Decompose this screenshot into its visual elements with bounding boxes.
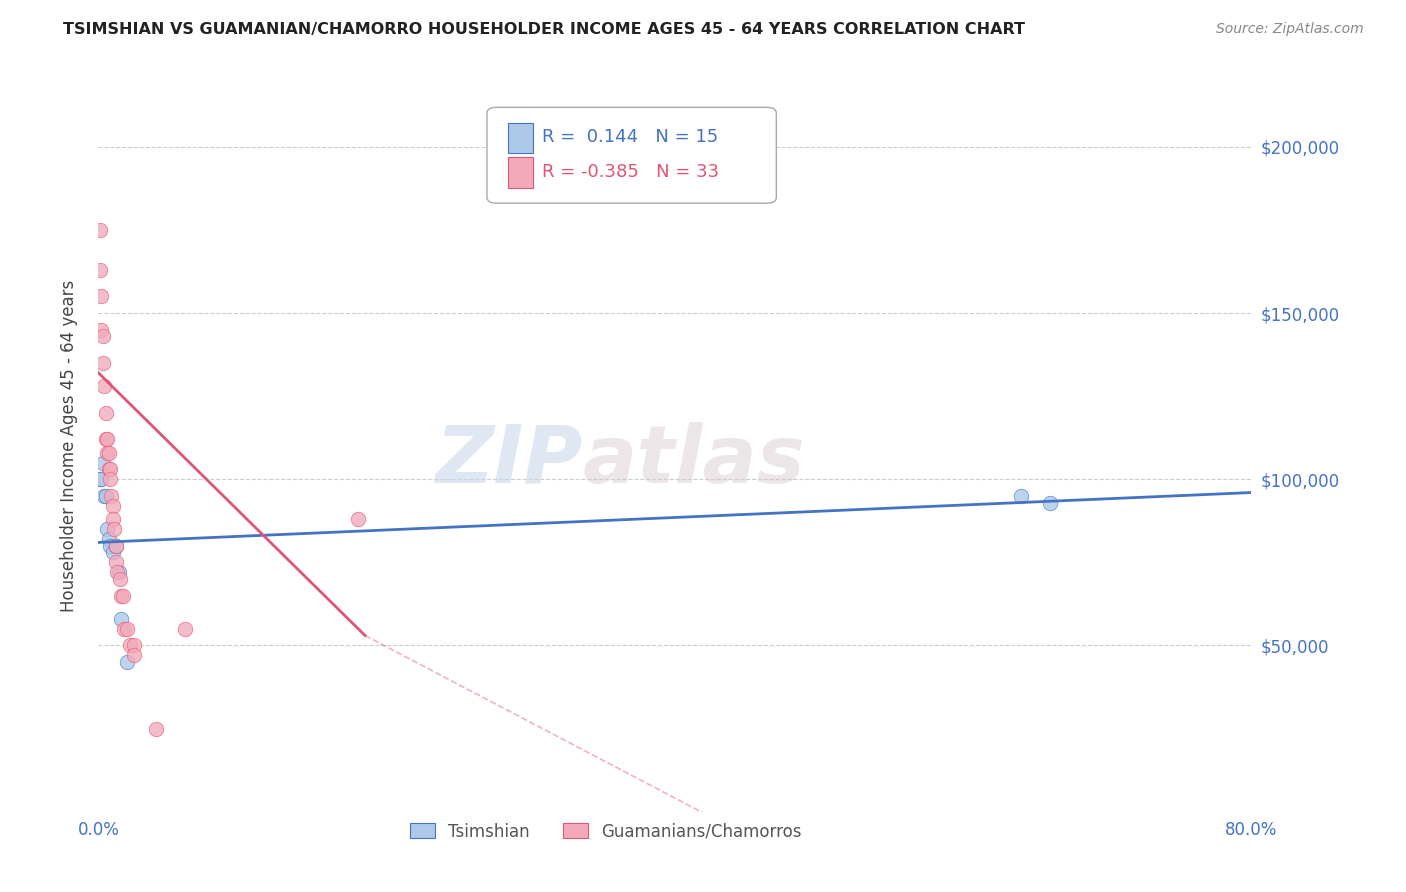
Point: [90, 289, 112, 303]
Legend: Tsimshian, Guamanians/Chamorros: Tsimshian, Guamanians/Chamorros: [404, 816, 808, 847]
Point: [90, 472, 112, 486]
Point: [117, 655, 139, 669]
Point: [98, 472, 121, 486]
Text: atlas: atlas: [582, 422, 806, 500]
Point: [100, 489, 122, 503]
Point: [101, 499, 124, 513]
Point: [89, 262, 111, 277]
Text: R = -0.385   N = 33: R = -0.385 N = 33: [543, 162, 720, 181]
Point: [91, 456, 114, 470]
Point: [94, 406, 117, 420]
Point: [94, 433, 117, 447]
Point: [120, 639, 142, 653]
Point: [110, 589, 132, 603]
Point: [124, 648, 146, 663]
Point: [94, 489, 117, 503]
FancyBboxPatch shape: [508, 123, 533, 153]
Text: Source: ZipAtlas.com: Source: ZipAtlas.com: [1216, 22, 1364, 37]
Point: [98, 462, 121, 476]
Point: [1039, 495, 1062, 509]
FancyBboxPatch shape: [486, 107, 776, 203]
Point: [1010, 489, 1032, 503]
Point: [96, 522, 118, 536]
Point: [103, 522, 125, 536]
Text: ZIP: ZIP: [436, 422, 582, 500]
Point: [107, 566, 129, 580]
Point: [111, 589, 134, 603]
Point: [96, 445, 118, 459]
Y-axis label: Householder Income Ages 45 - 64 years: Householder Income Ages 45 - 64 years: [59, 280, 77, 612]
Point: [96, 433, 118, 447]
Point: [93, 489, 115, 503]
Text: R =  0.144   N = 15: R = 0.144 N = 15: [543, 128, 718, 146]
Point: [112, 622, 135, 636]
Point: [91, 356, 114, 370]
Point: [97, 462, 120, 476]
Point: [97, 445, 120, 459]
Point: [97, 532, 120, 546]
Point: [145, 722, 167, 736]
Point: [89, 223, 111, 237]
Point: [110, 612, 132, 626]
Point: [124, 639, 146, 653]
Point: [98, 539, 121, 553]
Point: [174, 622, 197, 636]
Point: [90, 323, 112, 337]
Point: [101, 512, 124, 526]
Point: [93, 379, 115, 393]
Point: [89, 472, 111, 486]
Point: [108, 572, 131, 586]
FancyBboxPatch shape: [508, 157, 533, 188]
Point: [346, 512, 368, 526]
Point: [117, 622, 139, 636]
Point: [101, 545, 124, 559]
Point: [105, 566, 128, 580]
Text: TSIMSHIAN VS GUAMANIAN/CHAMORRO HOUSEHOLDER INCOME AGES 45 - 64 YEARS CORRELATIO: TSIMSHIAN VS GUAMANIAN/CHAMORRO HOUSEHOL…: [63, 22, 1025, 37]
Point: [104, 555, 127, 569]
Point: [91, 329, 114, 343]
Point: [104, 539, 127, 553]
Point: [104, 539, 127, 553]
